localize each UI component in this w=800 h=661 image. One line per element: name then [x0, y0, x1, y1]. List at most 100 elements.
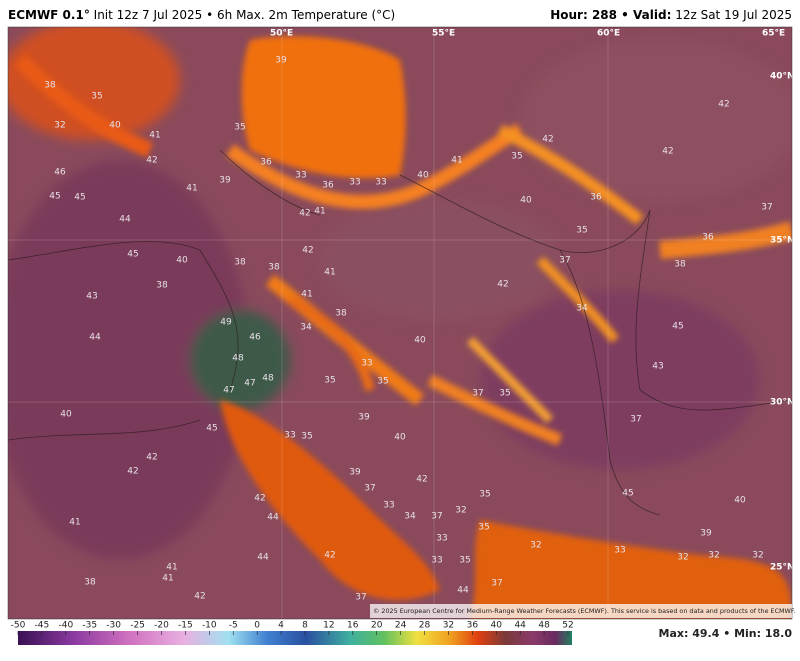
temperature-label: 45	[206, 424, 217, 434]
temperature-label: 39	[219, 176, 231, 186]
temperature-label: 37	[472, 389, 483, 399]
colorbar-tick-label: 48	[538, 621, 550, 631]
temperature-label: 42	[542, 135, 553, 145]
temperature-label: 37	[761, 203, 772, 213]
temperature-label: 34	[300, 323, 312, 333]
grid-label: 25°N	[770, 563, 795, 573]
temperature-label: 42	[302, 246, 313, 256]
temperature-label: 39	[700, 529, 712, 539]
temperature-label: 42	[497, 280, 508, 290]
temperature-label: 40	[394, 433, 406, 443]
temperature-label: 38	[268, 263, 280, 273]
colorbar-tick-label: 28	[419, 621, 431, 631]
temperature-label: 40	[60, 410, 72, 420]
temperature-label: 49	[220, 318, 232, 328]
temperature-label: 42	[127, 467, 138, 477]
temperature-label: 43	[86, 292, 97, 302]
colorbar-tick-label: 16	[347, 621, 359, 631]
temperature-label: 42	[324, 551, 335, 561]
temperature-label: 33	[614, 546, 625, 556]
temperature-label: 45	[49, 192, 60, 202]
temperature-label: 40	[417, 171, 429, 181]
temperature-label: 32	[677, 553, 688, 563]
temperature-label: 44	[457, 586, 469, 596]
header-left: ECMWF 0.1° Init 12z 7 Jul 2025 • 6h Max.…	[8, 8, 395, 22]
temperature-label: 32	[54, 121, 65, 131]
temperature-label: 35	[511, 152, 522, 162]
temperature-label: 47	[223, 386, 234, 396]
temperature-label: 40	[520, 196, 532, 206]
temperature-label: 36	[702, 233, 714, 243]
map-frame	[7, 26, 793, 620]
temperature-label: 39	[275, 56, 287, 66]
temperature-label: 41	[301, 290, 312, 300]
temperature-label: 44	[267, 513, 279, 523]
grid-label: 60°E	[597, 29, 620, 39]
temperature-label: 41	[314, 207, 325, 217]
temperature-label: 45	[127, 250, 138, 260]
temperature-label: 37	[491, 579, 502, 589]
temperature-label: 35	[499, 389, 510, 399]
temperature-label: 48	[232, 354, 244, 364]
temperature-label: 39	[349, 468, 361, 478]
temperature-label: 33	[383, 501, 394, 511]
colorbar-tick-label: -30	[106, 621, 121, 631]
valid-label: Hour: 288 • Valid:	[550, 8, 671, 22]
temperature-label: 37	[559, 256, 570, 266]
temperature-label: 42	[146, 156, 157, 166]
colorbar-tick-label: -45	[35, 621, 50, 631]
temperature-label: 33	[431, 556, 442, 566]
temperature-label: 35	[576, 226, 587, 236]
temperature-label: 38	[234, 258, 246, 268]
temperature-label: 38	[156, 281, 168, 291]
temperature-label: 34	[576, 304, 588, 314]
colorbar-tick-label: 8	[302, 621, 308, 631]
colorbar-tick-label: 40	[491, 621, 503, 631]
temperature-label: 40	[109, 121, 121, 131]
temperature-label: 41	[69, 518, 80, 528]
credit: © 2025 European Centre for Medium-Range …	[373, 607, 796, 615]
temperature-label: 41	[186, 184, 197, 194]
map-title: Init 12z 7 Jul 2025 • 6h Max. 2m Tempera…	[94, 8, 396, 22]
colorbar	[18, 631, 572, 645]
temperature-label: 40	[734, 496, 746, 506]
header-right: Hour: 288 • Valid: 12z Sat 19 Jul 2025	[550, 8, 792, 22]
temperature-label: 42	[194, 592, 205, 602]
temperature-label: 35	[478, 523, 489, 533]
temperature-label: 45	[672, 322, 683, 332]
colorbar-tick-label: 24	[395, 621, 407, 631]
temperature-label: 35	[234, 123, 245, 133]
temperature-label: 46	[54, 168, 66, 178]
grid-label: 65°E	[762, 29, 785, 39]
temperature-label: 35	[479, 490, 490, 500]
colorbar-tick-label: 36	[467, 621, 479, 631]
colorbar-tick-label: 4	[278, 621, 284, 631]
temperature-label: 40	[176, 256, 188, 266]
grid-label: 50°E	[270, 29, 293, 39]
temperature-label: 34	[404, 512, 416, 522]
temperature-label: 47	[244, 379, 255, 389]
temperature-label: 35	[377, 377, 388, 387]
temperature-label: 37	[431, 512, 442, 522]
temperature-label: 35	[459, 556, 470, 566]
temperature-label: 44	[89, 333, 101, 343]
colorbar-tick-label: -20	[154, 621, 169, 631]
temperature-label: 35	[324, 376, 335, 386]
temperature-label: 38	[84, 578, 96, 588]
colorbar-tick-label: 12	[323, 621, 334, 631]
colorbar-tick-label: 32	[443, 621, 454, 631]
model-name: ECMWF 0.1°	[8, 8, 90, 22]
temperature-label: 41	[166, 563, 177, 573]
temperature-label: 42	[662, 147, 673, 157]
temperature-label: 33	[361, 359, 372, 369]
valid-time: 12z Sat 19 Jul 2025	[675, 8, 792, 22]
temperature-label: 44	[257, 553, 269, 563]
credit-box	[370, 604, 792, 618]
grid-label: 40°N	[770, 72, 795, 82]
temperature-label: 46	[249, 333, 261, 343]
colorbar-tick-label: -10	[202, 621, 217, 631]
temperature-label: 37	[364, 484, 375, 494]
temperature-label: 38	[44, 81, 56, 91]
temperature-label: 42	[254, 494, 265, 504]
